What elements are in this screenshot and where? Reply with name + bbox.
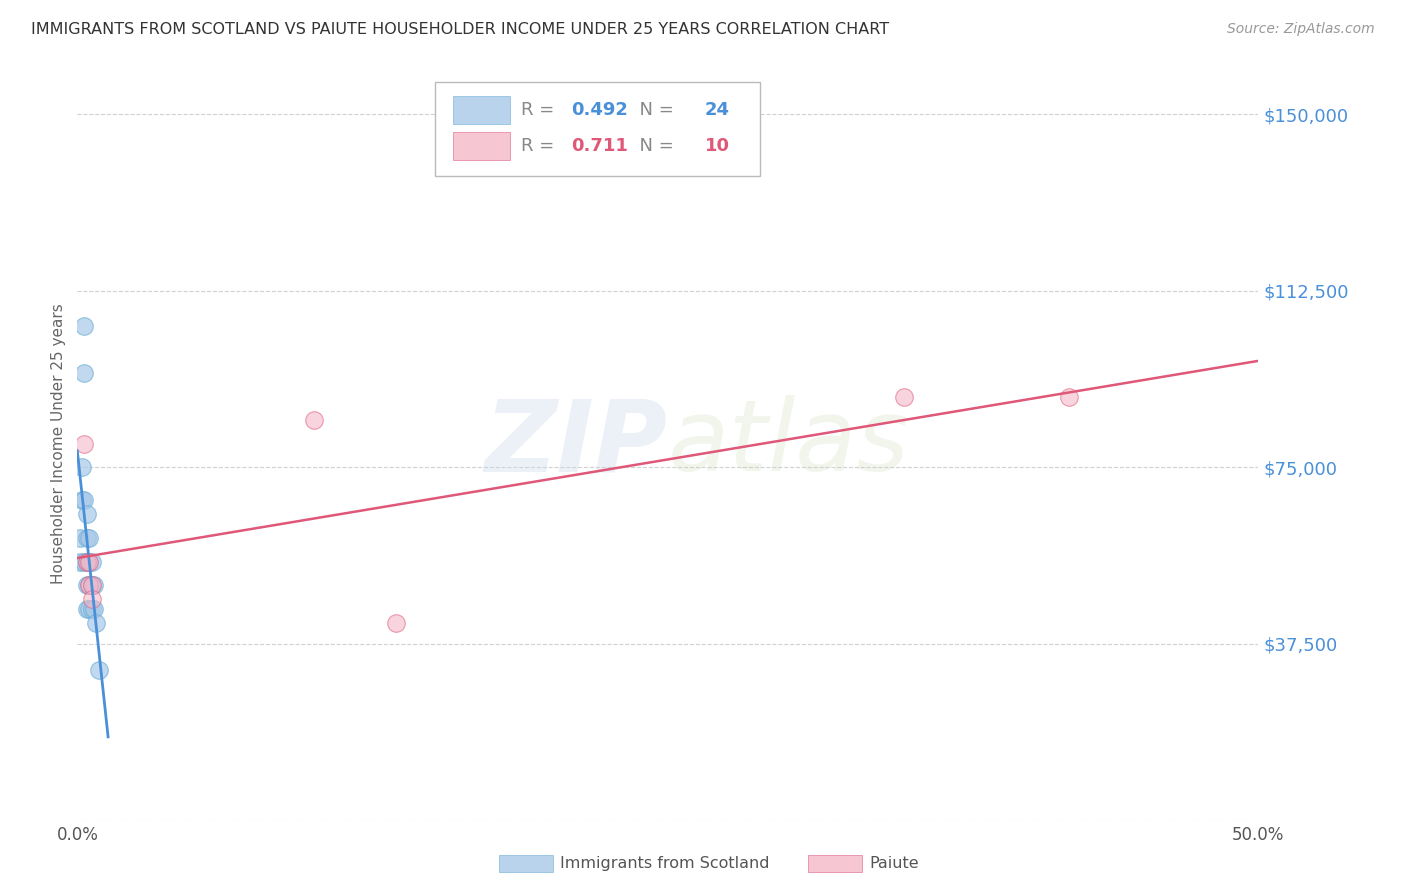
Text: R =: R = bbox=[522, 137, 561, 155]
Point bbox=[73, 366, 96, 380]
Point bbox=[77, 601, 100, 615]
Text: N =: N = bbox=[627, 137, 679, 155]
Point bbox=[1059, 390, 1081, 404]
Text: Immigrants from Scotland: Immigrants from Scotland bbox=[560, 856, 769, 871]
Point bbox=[80, 601, 103, 615]
Point bbox=[893, 390, 915, 404]
Text: R =: R = bbox=[522, 101, 561, 119]
Point bbox=[80, 592, 103, 607]
Point bbox=[80, 578, 103, 592]
FancyBboxPatch shape bbox=[436, 82, 761, 177]
Y-axis label: Householder Income Under 25 years: Householder Income Under 25 years bbox=[51, 303, 66, 584]
Point bbox=[76, 508, 98, 522]
Point bbox=[76, 578, 98, 592]
Point bbox=[69, 555, 91, 569]
Point bbox=[73, 436, 96, 450]
Point bbox=[73, 493, 96, 508]
Point bbox=[84, 615, 107, 630]
Point bbox=[76, 555, 98, 569]
Text: IMMIGRANTS FROM SCOTLAND VS PAIUTE HOUSEHOLDER INCOME UNDER 25 YEARS CORRELATION: IMMIGRANTS FROM SCOTLAND VS PAIUTE HOUSE… bbox=[31, 22, 889, 37]
Point bbox=[77, 578, 100, 592]
Point bbox=[83, 578, 105, 592]
Point bbox=[73, 318, 96, 333]
Point bbox=[76, 531, 98, 545]
Point bbox=[76, 601, 98, 615]
Point bbox=[76, 555, 98, 569]
Point bbox=[70, 460, 93, 475]
FancyBboxPatch shape bbox=[453, 95, 509, 124]
Point bbox=[70, 493, 93, 508]
Text: 10: 10 bbox=[704, 137, 730, 155]
Point bbox=[87, 663, 110, 677]
Point bbox=[77, 555, 100, 569]
Text: N =: N = bbox=[627, 101, 679, 119]
Text: 0.492: 0.492 bbox=[571, 101, 628, 119]
Point bbox=[77, 531, 100, 545]
FancyBboxPatch shape bbox=[453, 132, 509, 161]
Point bbox=[80, 578, 103, 592]
Point bbox=[80, 555, 103, 569]
Point bbox=[77, 578, 100, 592]
Text: Source: ZipAtlas.com: Source: ZipAtlas.com bbox=[1227, 22, 1375, 37]
Point bbox=[69, 531, 91, 545]
Text: ZIP: ZIP bbox=[485, 395, 668, 492]
Point bbox=[385, 615, 408, 630]
Point bbox=[83, 601, 105, 615]
Text: Paiute: Paiute bbox=[869, 856, 918, 871]
Point bbox=[73, 555, 96, 569]
Text: atlas: atlas bbox=[668, 395, 910, 492]
Text: 24: 24 bbox=[704, 101, 730, 119]
Text: 0.711: 0.711 bbox=[571, 137, 628, 155]
Point bbox=[302, 413, 325, 427]
Point bbox=[77, 555, 100, 569]
